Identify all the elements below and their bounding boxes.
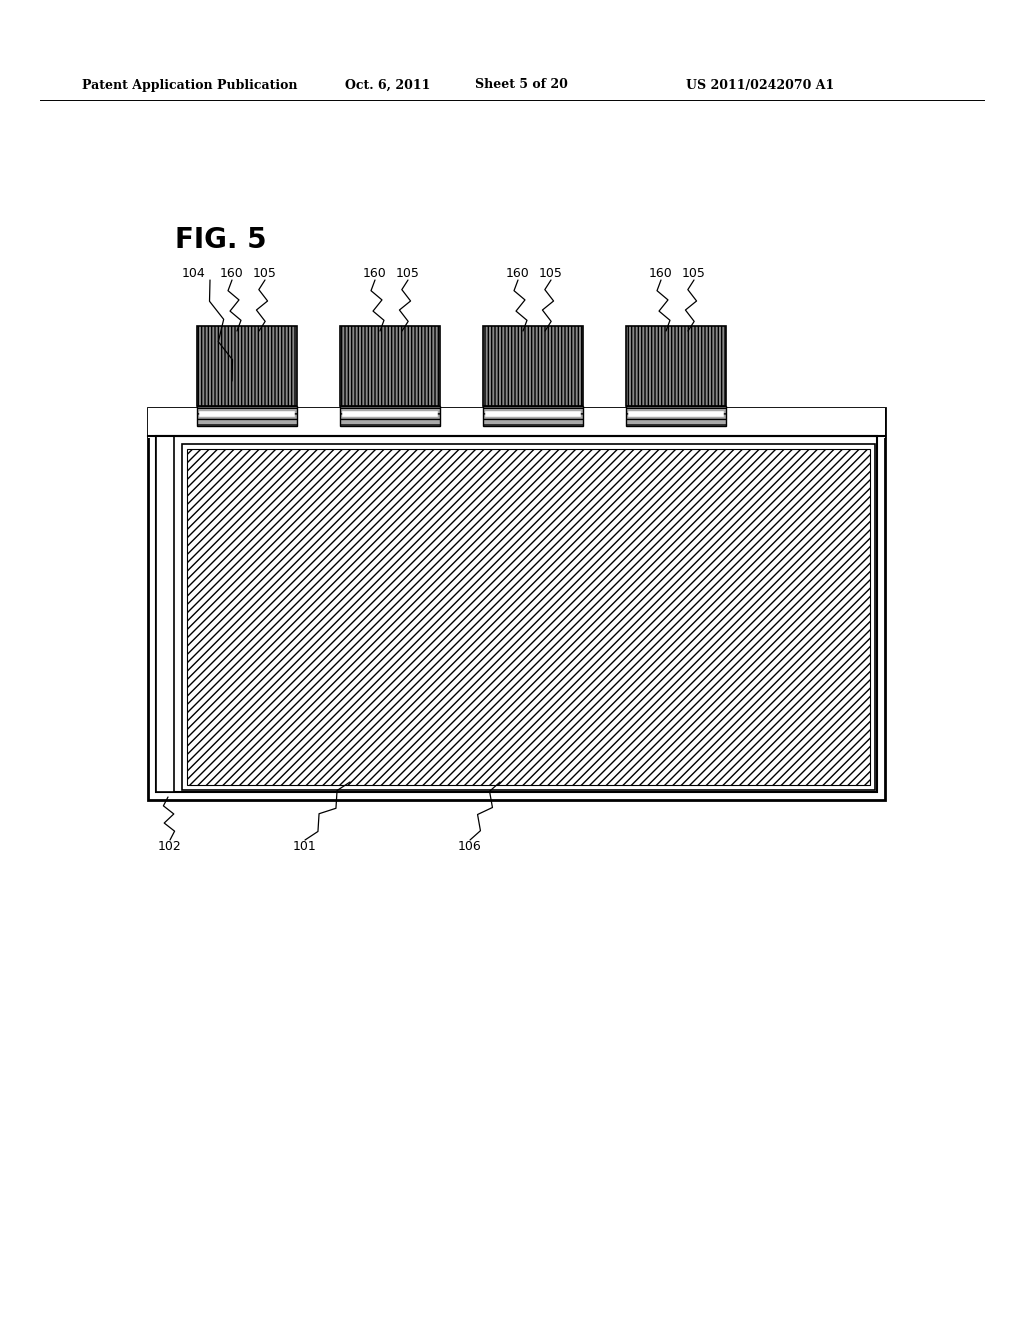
Bar: [626, 407, 726, 426]
Text: FIG. 5: FIG. 5: [175, 226, 266, 253]
Text: 160: 160: [649, 267, 673, 280]
Text: 105: 105: [682, 267, 706, 280]
Bar: [148, 408, 885, 438]
Text: 104: 104: [181, 267, 205, 280]
Text: Patent Application Publication: Patent Application Publication: [82, 78, 298, 91]
Bar: [197, 407, 297, 426]
Text: 105: 105: [539, 267, 563, 280]
Text: 160: 160: [506, 267, 529, 280]
Text: Oct. 6, 2011: Oct. 6, 2011: [345, 78, 431, 91]
Text: US 2011/0242070 A1: US 2011/0242070 A1: [686, 78, 835, 91]
Bar: [340, 407, 440, 426]
Bar: [340, 326, 440, 407]
Text: 105: 105: [396, 267, 420, 280]
Bar: [156, 436, 174, 792]
Text: 106: 106: [458, 840, 482, 853]
Bar: [187, 449, 870, 785]
Text: 105: 105: [253, 267, 276, 280]
Text: Sheet 5 of 20: Sheet 5 of 20: [474, 78, 567, 91]
Text: 160: 160: [364, 267, 387, 280]
Bar: [626, 326, 726, 407]
Bar: [156, 436, 877, 792]
Text: 160: 160: [220, 267, 244, 280]
Bar: [182, 444, 874, 789]
Text: 101: 101: [293, 840, 316, 853]
Text: 102: 102: [158, 840, 182, 853]
Bar: [197, 326, 297, 407]
Bar: [148, 408, 885, 800]
Bar: [483, 326, 583, 407]
Bar: [483, 407, 583, 426]
